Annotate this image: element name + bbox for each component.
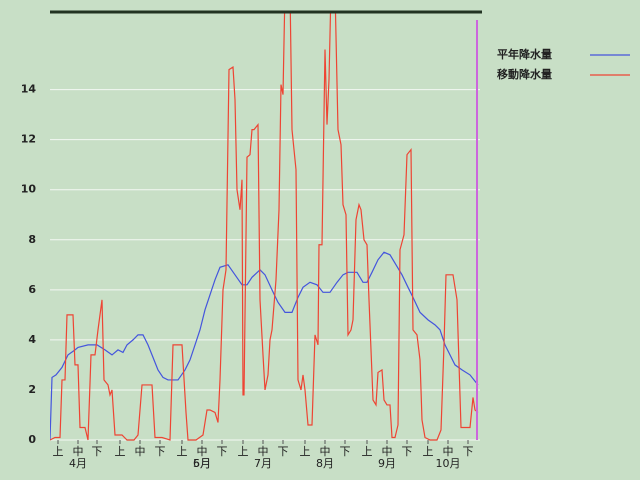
y-tick-label: 8: [28, 233, 36, 246]
y-tick-label: 4: [28, 333, 36, 346]
x-tick-label: 上: [238, 445, 249, 458]
series-line: [50, 12, 479, 441]
x-tick-label: 上: [423, 445, 434, 458]
x-tick-label: 中: [135, 445, 146, 458]
x-tick-label: 上: [300, 445, 311, 458]
x-tick-label: 上: [53, 445, 64, 458]
x-tick-label: 中: [320, 445, 331, 458]
month-label: 5月: [193, 457, 211, 470]
y-tick-label: 10: [21, 183, 37, 196]
y-tick-label: 2: [28, 383, 36, 396]
x-tick-label: 中: [443, 445, 454, 458]
series-line: [50, 251, 479, 441]
month-label: 9月: [378, 457, 396, 470]
month-label: 10月: [436, 457, 461, 470]
x-tick-label: 上: [362, 445, 373, 458]
x-tick-label: 下: [217, 445, 228, 458]
y-tick-label: 6: [28, 283, 36, 296]
x-tick-label: 中: [258, 445, 269, 458]
x-tick-label: 中: [382, 445, 393, 458]
x-tick-label: 上: [115, 445, 126, 458]
x-tick-label: 下: [402, 445, 413, 458]
axes: 02468101214上中下上中下上中下上中下上中下上中下上中下4月 5月6月 7月…: [21, 10, 630, 470]
x-tick-label: 下: [463, 445, 474, 458]
plot: [50, 12, 479, 441]
y-tick-label: 0: [28, 433, 36, 446]
x-tick-label: 中: [73, 445, 84, 458]
y-tick-label: 14: [21, 83, 37, 96]
month-label: 8月: [316, 457, 334, 470]
y-tick-label: 12: [21, 133, 36, 146]
x-tick-label: 下: [278, 445, 289, 458]
month-label: 7月: [254, 457, 272, 470]
legend-label: 移動降水量: [497, 67, 552, 81]
x-tick-label: 下: [155, 445, 166, 458]
month-label: 6月: [193, 457, 211, 470]
x-tick-label: 下: [340, 445, 351, 458]
grid: [50, 89, 480, 441]
x-tick-label: 中: [197, 445, 208, 458]
legend-label: 平年降水量: [497, 47, 552, 61]
month-label: 4月: [69, 457, 87, 470]
x-tick-label: 上: [177, 445, 188, 458]
x-tick-label: 下: [92, 445, 103, 458]
